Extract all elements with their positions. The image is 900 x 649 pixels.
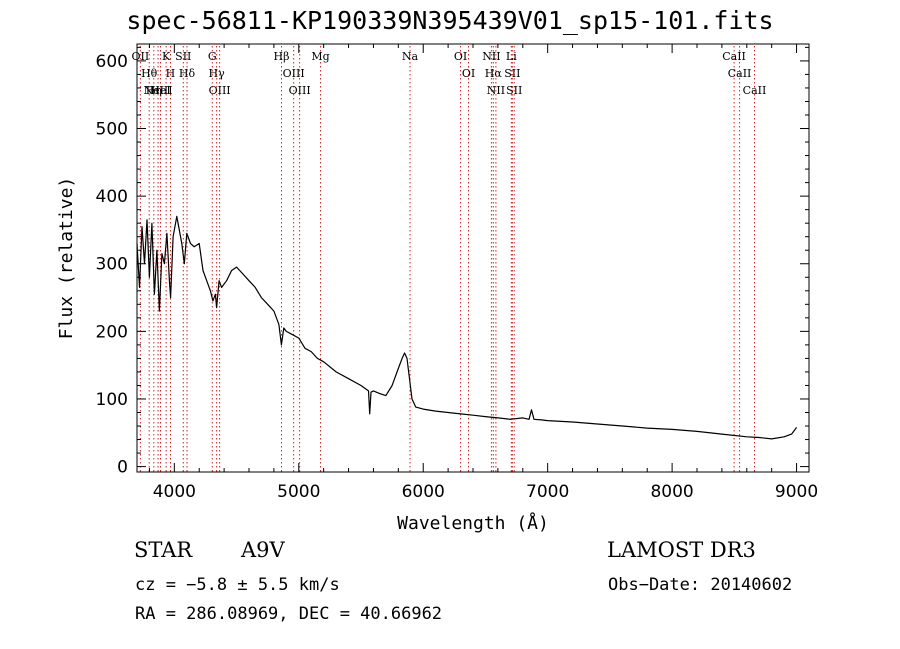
line-label-23: SII — [504, 67, 520, 80]
x-tick-label-5000: 5000 — [277, 482, 320, 502]
line-label-16: Na — [402, 50, 419, 63]
line-label-11: OIII — [209, 84, 231, 97]
line-label-8: Hδ — [179, 67, 196, 80]
x-tick-label-8000: 8000 — [650, 482, 693, 502]
y-tick-label-0: 0 — [117, 458, 128, 478]
line-label-22: Li — [506, 50, 517, 63]
line-label-27: CaII — [743, 84, 767, 97]
x-tick-label-9000: 9000 — [775, 482, 818, 502]
x-tick-label-6000: 6000 — [402, 482, 445, 502]
line-label-20: Hα — [485, 67, 503, 80]
line-label-0: OII — [132, 50, 150, 63]
line-label-14: OIII — [289, 84, 311, 97]
y-tick-label-100: 100 — [96, 390, 128, 410]
line-label-17: OI — [454, 50, 467, 63]
line-label-10: Hγ — [209, 67, 226, 80]
line-label-6: H — [166, 67, 176, 80]
line-label-5: K — [162, 50, 171, 63]
line-label-7: SII — [175, 50, 191, 63]
spectrum-line — [136, 215, 798, 440]
line-label-3: NeIII — [143, 84, 172, 97]
line-label-18: OI — [462, 67, 475, 80]
survey-label: LAMOST DR3 — [607, 538, 756, 562]
redshift-cz: cz = −5.8 ± 5.5 km/s — [135, 575, 340, 595]
y-tick-label-600: 600 — [96, 52, 128, 72]
line-label-24: SII — [506, 84, 522, 97]
y-tick-label-300: 300 — [96, 255, 128, 275]
line-label-2: Hη — [146, 84, 162, 97]
observation-date: Obs−Date: 20140602 — [608, 575, 793, 595]
x-tick-label-7000: 7000 — [526, 482, 569, 502]
line-label-13: OIII — [283, 67, 305, 80]
y-tick-label-200: 200 — [96, 322, 128, 342]
line-label-19: NII — [482, 50, 500, 63]
x-tick-label-4000: 4000 — [153, 482, 196, 502]
line-label-1: Hθ — [141, 67, 158, 80]
line-label-25: CaII — [722, 50, 746, 63]
y-tick-label-500: 500 — [96, 120, 128, 140]
line-label-15: Mg — [311, 50, 329, 63]
chart-title: spec-56811-KP190339N395439V01_sp15-101.f… — [126, 6, 774, 35]
y-tick-label-400: 400 — [96, 187, 128, 207]
ra-dec: RA = 286.08969, DEC = 40.66962 — [135, 604, 443, 624]
object-subclass: A9V — [241, 538, 285, 562]
y-axis-label: Flux (relative) — [56, 177, 77, 340]
line-label-9: G — [208, 50, 217, 63]
plot-frame — [136, 43, 810, 473]
x-axis-label: Wavelength (Å) — [397, 512, 549, 534]
line-label-4: HeI — [150, 84, 170, 97]
line-label-26: CaII — [728, 67, 752, 80]
line-label-12: Hβ — [274, 50, 290, 63]
object-class: STAR — [134, 538, 193, 562]
line-label-21: NII — [487, 84, 505, 97]
